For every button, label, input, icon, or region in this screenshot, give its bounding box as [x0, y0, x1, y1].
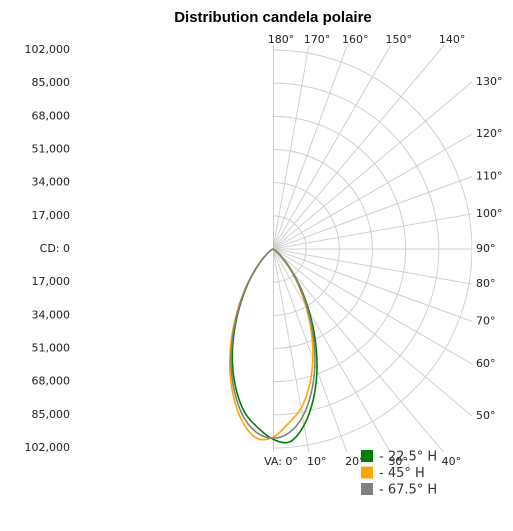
r-tick-label: 85,000 — [32, 408, 71, 421]
grid-spoke — [273, 248, 310, 452]
r-tick-label: 17,000 — [32, 275, 71, 288]
grid-spoke — [273, 213, 472, 250]
r-tick-label: 34,000 — [32, 176, 71, 189]
r-tick-label: 17,000 — [32, 209, 71, 222]
grid-spoke — [273, 45, 310, 250]
grid-spoke — [273, 248, 472, 322]
grid-spoke — [273, 248, 348, 452]
grid-spoke — [273, 45, 392, 250]
angle-label: 100° — [476, 207, 503, 220]
angle-label: 110° — [476, 170, 503, 183]
angle-label: VA: 0° — [264, 455, 298, 468]
angle-label: 150° — [386, 33, 413, 46]
angle-label: 120° — [476, 127, 503, 140]
angle-label: 40° — [442, 455, 462, 468]
angle-label: 160° — [342, 33, 369, 46]
angle-label: 90° — [476, 242, 496, 255]
grid-spoke — [273, 176, 472, 250]
r-tick-label: 68,000 — [32, 375, 71, 388]
grid-spoke — [273, 248, 444, 452]
r-tick-label: 102,000 — [25, 441, 71, 454]
legend-label: - 22.5° H — [379, 450, 437, 465]
angle-label: 80° — [476, 277, 496, 290]
r-tick-label: 51,000 — [32, 342, 71, 355]
r-tick-label: 51,000 — [32, 143, 71, 156]
angle-label: 60° — [476, 357, 496, 370]
grid — [273, 45, 472, 452]
angle-label: 170° — [304, 33, 331, 46]
angle-label: 70° — [476, 314, 496, 327]
angle-label: 130° — [476, 75, 503, 88]
r-tick-label: CD: 0 — [40, 242, 70, 255]
angle-label: 180° — [268, 33, 295, 46]
grid-spoke — [273, 248, 472, 365]
legend-label: - 67.5° H — [379, 483, 437, 498]
grid-spoke — [273, 133, 472, 250]
angle-label: 20° — [345, 455, 365, 468]
r-tick-label: 102,000 — [25, 43, 71, 56]
legend-swatch — [361, 450, 373, 462]
legend-swatch — [361, 466, 373, 479]
grid-spoke — [273, 248, 472, 285]
grid-spoke — [273, 248, 391, 452]
chart-title: Distribution candela polaire — [174, 9, 372, 26]
legend-label: - 45° H — [379, 466, 425, 481]
grid-spoke — [273, 248, 472, 417]
grid-spoke — [273, 45, 445, 250]
r-tick-label: 85,000 — [32, 76, 71, 89]
angle-label: 30° — [388, 455, 408, 468]
angle-label: 50° — [476, 409, 496, 422]
r-tick-label: 34,000 — [32, 308, 71, 321]
angle-label: 10° — [307, 455, 327, 468]
angle-label: 140° — [439, 33, 466, 46]
grid-spoke — [273, 45, 348, 250]
legend-swatch — [361, 483, 373, 495]
grid-spoke — [273, 81, 472, 250]
grid-circle — [273, 49, 472, 449]
series-line — [230, 248, 316, 440]
r-tick-label: 68,000 — [32, 109, 71, 122]
